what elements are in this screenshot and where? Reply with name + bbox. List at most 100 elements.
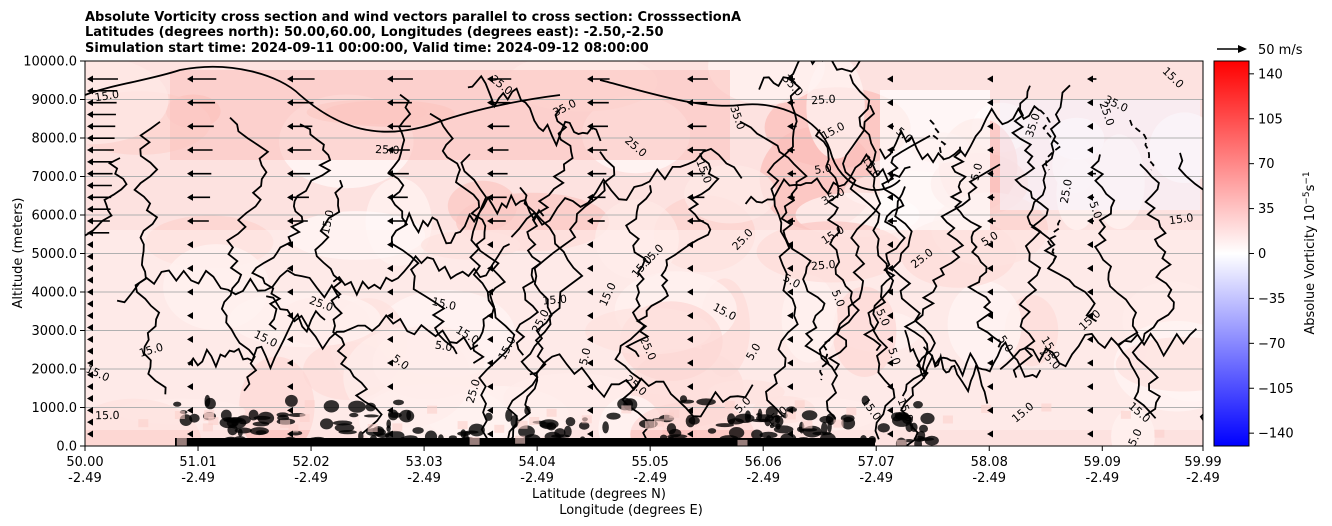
- wind-vectors: [87, 75, 1097, 438]
- terrain-mark: [234, 427, 252, 434]
- contour-label: 5.0: [968, 162, 985, 182]
- wind-vector-head: [787, 264, 793, 272]
- colorbar-gradient: [1213, 60, 1250, 447]
- wind-vector-head: [87, 122, 93, 130]
- contour-label: 5.0: [1086, 200, 1104, 221]
- wind-vector-head: [987, 99, 993, 107]
- wind-vector-head: [387, 170, 393, 178]
- contour-line: [529, 353, 754, 418]
- wind-vector-head: [87, 264, 93, 272]
- wind-vector-head: [587, 430, 593, 438]
- colorbar-label-unit: s: [1303, 184, 1318, 191]
- wind-vector-head: [387, 312, 393, 320]
- terrain-mark: [578, 421, 590, 430]
- contour-line: [814, 129, 860, 371]
- terrain-patch: [427, 405, 438, 414]
- wind-vector-head: [887, 383, 893, 391]
- terrain-patch: [724, 400, 735, 409]
- wind-vector-head: [987, 122, 993, 130]
- terrain-mark: [386, 419, 392, 429]
- x-tick-label-longitude: -2.49: [407, 471, 441, 486]
- terrain-mark: [802, 425, 822, 438]
- y-tick-label: 9000.0: [32, 93, 78, 108]
- wind-vector-head: [87, 324, 93, 331]
- wind-vector-head: [287, 359, 293, 367]
- terrain-mark: [376, 433, 390, 438]
- wind-vector-head: [987, 359, 993, 367]
- wind-vector-head: [787, 359, 793, 367]
- terrain-mark: [913, 435, 926, 442]
- contour-label: 5.0: [813, 161, 832, 177]
- contour-line: [510, 147, 743, 238]
- x-tick-label-longitude: -2.49: [1186, 471, 1220, 486]
- wind-vector-head: [887, 170, 893, 178]
- quiver-key: 50 m/s: [1217, 43, 1303, 58]
- x-tick-label-longitude: -2.49: [859, 471, 893, 486]
- terrain-patch: [367, 424, 378, 432]
- terrain-mark: [565, 417, 576, 427]
- terrain-mark: [505, 409, 513, 422]
- x-tick-label-longitude: -2.49: [68, 471, 102, 486]
- wind-vector-head: [987, 217, 993, 225]
- field-patch: [85, 61, 169, 145]
- contour-line: [429, 112, 507, 364]
- wind-vector-head: [487, 193, 493, 201]
- wind-vector-head: [687, 241, 693, 249]
- wind-vector-head: [1087, 146, 1093, 154]
- wind-vector-head: [587, 312, 593, 320]
- terrain-mark: [285, 394, 298, 407]
- contour-line: [878, 104, 1041, 164]
- wind-vector-head: [87, 99, 93, 107]
- wind-vector-head: [587, 217, 593, 225]
- wind-vector-head: [987, 241, 993, 249]
- contour-line: [332, 243, 510, 297]
- wind-vector-head: [587, 99, 593, 107]
- wind-vector-head: [787, 383, 793, 391]
- wind-vector-head: [487, 170, 493, 178]
- wind-vector-head: [887, 312, 893, 320]
- terrain-patch: [833, 419, 844, 428]
- wind-vector-head: [1087, 241, 1093, 249]
- wind-vector-head: [987, 146, 993, 154]
- wind-vector-head: [187, 193, 193, 201]
- wind-vector-head: [687, 193, 693, 201]
- wind-vector-head: [387, 217, 393, 225]
- contour-line: [403, 193, 545, 245]
- x-tick-label-latitude: 52.02: [292, 455, 329, 470]
- contour-line-negative: [1039, 109, 1063, 171]
- contour-line: [116, 269, 340, 304]
- terrain-mark: [821, 422, 828, 435]
- terrain-mark: [801, 410, 818, 421]
- contour-label: 25.0: [1058, 178, 1075, 204]
- contour-label: 15.0: [1168, 211, 1194, 227]
- wind-vector-head: [187, 75, 193, 83]
- wind-vector-head: [787, 312, 793, 320]
- contour-label: 15.0: [319, 209, 337, 236]
- wind-vector-head: [1087, 122, 1093, 130]
- wind-vector-head: [87, 288, 93, 296]
- wind-vector-head: [87, 193, 93, 201]
- colorbar-tick-label: 35: [1258, 202, 1275, 217]
- terrain-mark: [223, 418, 244, 423]
- y-tick-label: 6000.0: [32, 209, 78, 224]
- wind-vector-head: [787, 241, 793, 249]
- x-axis-label-latitude: Latitude (degrees N): [532, 487, 666, 502]
- wind-vector-head: [487, 241, 493, 249]
- wind-vector-head: [387, 75, 393, 83]
- wind-vector-head: [687, 430, 693, 438]
- wind-vector-head: [187, 217, 193, 225]
- wind-vector-head: [87, 312, 93, 320]
- wind-vector-head: [387, 193, 393, 201]
- terrain-patch: [846, 407, 857, 416]
- x-axis-label-longitude: Longitude (degrees E): [559, 503, 703, 518]
- x-tick-label-latitude: 59.99: [1184, 455, 1221, 470]
- wind-vector-head: [787, 170, 793, 178]
- wind-vector-head: [787, 99, 793, 107]
- wind-vector-head: [87, 395, 93, 402]
- terrain-mark: [393, 399, 404, 406]
- terrain-patch: [942, 415, 953, 424]
- wind-vector-head: [87, 146, 93, 154]
- colorbar-label: Absolue Vorticity 10−5s−1: [1302, 171, 1318, 334]
- terrain-mark: [257, 411, 275, 425]
- wind-vector-head: [1087, 193, 1093, 201]
